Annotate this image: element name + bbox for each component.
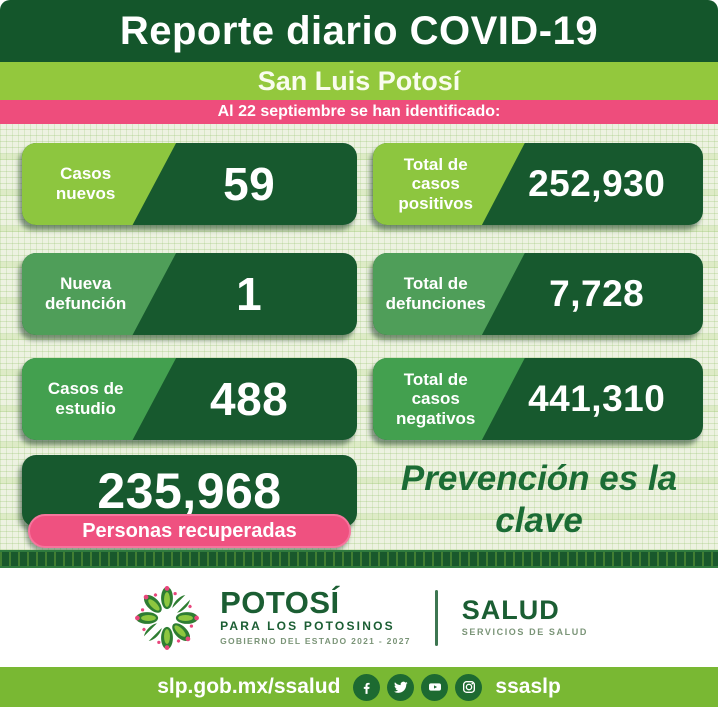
stat-value: 1: [236, 268, 263, 320]
recovered-label-pill: Personas recuperadas: [28, 514, 351, 548]
gov-logo-block: POTOSÍ PARA LOS POTOSINOS GOBIERNO DEL E…: [220, 584, 411, 647]
date-line: Al 22 septiembre se han identificado:: [217, 103, 501, 120]
potosi-emblem-icon: [130, 581, 204, 654]
salud-logo-subline: SERVICIOS DE SALUD: [461, 627, 588, 638]
stats-body: Casos nuevos 59 Total de casos positivos…: [0, 124, 718, 550]
decorative-strip: [0, 550, 718, 568]
stat-label: Total de casos negativos: [396, 369, 476, 428]
recovered-value: 235,968: [97, 463, 282, 519]
stat-label: Casos nuevos: [55, 164, 116, 203]
gov-logo-subline: GOBIERNO DEL ESTADO 2021 - 2027: [220, 636, 411, 647]
stat-value: 488: [210, 373, 289, 425]
social-handle: ssaslp: [495, 675, 561, 698]
stat-card-total-defunciones: Total de defunciones 7,728: [373, 253, 703, 335]
facebook-icon[interactable]: [353, 673, 381, 701]
footer-logos: POTOSÍ PARA LOS POTOSINOS GOBIERNO DEL E…: [0, 568, 718, 667]
youtube-icon[interactable]: [421, 673, 449, 701]
stat-card-casos-nuevos: Casos nuevos 59: [22, 143, 357, 225]
stat-card-nueva-defuncion: Nueva defunción 1: [22, 253, 357, 335]
stat-value: 252,930: [528, 163, 666, 204]
recovered-label: Personas recuperadas: [82, 519, 297, 542]
bottom-bar: slp.gob.mx/ssalud ssaslp: [0, 667, 718, 707]
website-link[interactable]: slp.gob.mx/ssalud: [157, 675, 341, 698]
stat-value: 441,310: [528, 378, 666, 419]
salud-logo-name: SALUD: [461, 594, 560, 625]
stat-card-casos-estudio: Casos de estudio 488: [22, 358, 357, 440]
page-title: Reporte diario COVID-19: [119, 8, 599, 53]
salud-logo-block: SALUD SERVICIOS DE SALUD: [461, 594, 588, 638]
stat-label: Nueva defunción: [45, 274, 127, 313]
instagram-icon[interactable]: [455, 673, 483, 701]
stat-card-total-positivos: Total de casos positivos 252,930: [373, 143, 703, 225]
stat-label: Total de casos positivos: [398, 154, 473, 213]
gov-logo-tagline: PARA LOS POTOSINOS: [220, 619, 395, 634]
gov-logo-name: POTOSÍ: [220, 584, 340, 620]
stat-value: 59: [223, 158, 276, 210]
stat-label: Total de defunciones: [385, 274, 486, 313]
slogan-text: Prevención es la clave: [400, 459, 678, 540]
subtitle-band: San Luis Potosí: [0, 62, 718, 100]
stat-label: Casos de estudio: [47, 379, 124, 418]
twitter-icon[interactable]: [387, 673, 415, 701]
state-subtitle: San Luis Potosí: [257, 65, 461, 96]
stat-card-total-negativos: Total de casos negativos 441,310: [373, 358, 703, 440]
footer-divider: [434, 589, 438, 646]
stat-value: 7,728: [549, 273, 645, 314]
header-band: Reporte diario COVID-19: [0, 0, 718, 62]
social-icons: [353, 673, 483, 701]
date-band: Al 22 septiembre se han identificado:: [0, 100, 718, 124]
